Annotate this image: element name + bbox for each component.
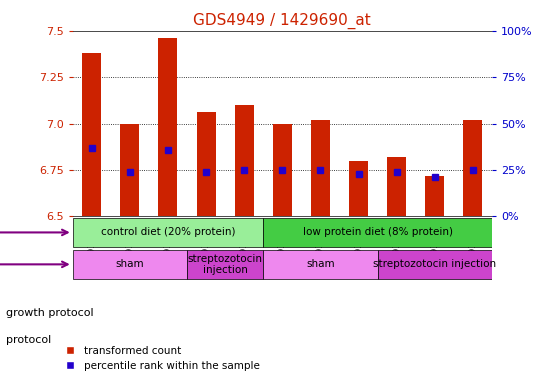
Bar [273,124,292,217]
Bar [82,53,101,217]
Text: growth protocol: growth protocol [6,308,93,318]
Text: protocol: protocol [6,335,51,345]
Bar [387,157,406,217]
Bar [197,113,216,217]
Bar [235,105,254,217]
FancyBboxPatch shape [263,218,492,247]
Title: GDS4949 / 1429690_at: GDS4949 / 1429690_at [193,13,371,29]
Bar [349,161,368,217]
Text: low protein diet (8% protein): low protein diet (8% protein) [302,227,453,237]
Bar [158,38,178,217]
Bar [120,124,139,217]
Text: streptozotocin injection: streptozotocin injection [373,259,496,269]
FancyBboxPatch shape [187,250,263,279]
Text: sham: sham [306,259,335,269]
Bar [463,120,482,217]
FancyBboxPatch shape [377,250,492,279]
Bar [425,175,444,217]
Bar [311,120,330,217]
Text: control diet (20% protein): control diet (20% protein) [101,227,235,237]
FancyBboxPatch shape [73,250,187,279]
FancyBboxPatch shape [73,218,263,247]
FancyBboxPatch shape [263,250,377,279]
Text: sham: sham [116,259,144,269]
Legend: transformed count, percentile rank within the sample: transformed count, percentile rank withi… [61,341,264,375]
Text: streptozotocin
injection: streptozotocin injection [188,253,263,275]
